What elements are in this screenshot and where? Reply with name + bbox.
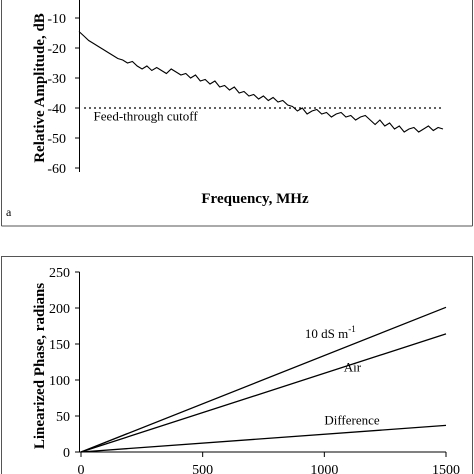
label-air: Air xyxy=(344,359,362,374)
panel-b-y-tick-label: 50 xyxy=(56,410,70,425)
panel-a-y-tick-label: -30 xyxy=(47,72,66,87)
phase-chart: 0 50 100 150 200 250 0 500 1000 1500 10 dS m-1 A… xyxy=(1,256,473,474)
label-10ds: 10 dS m-1 xyxy=(305,324,356,341)
panel-a-y-tick-label: -10 xyxy=(47,12,66,27)
panel-a-y-tick-label: -50 xyxy=(47,132,66,147)
panel-b-x-tick-label: 1500 xyxy=(432,463,460,474)
label-difference: Difference xyxy=(324,413,380,428)
panel-a-letter: a xyxy=(6,205,12,219)
panel-b-y-tick-label: 0 xyxy=(63,446,70,461)
panel-b-y-tick-label: 200 xyxy=(49,302,70,317)
panel-b-y-tick-label: 150 xyxy=(49,338,70,353)
panel-b-y-tick-label: 100 xyxy=(49,374,70,389)
panel-a-y-tick-label: -40 xyxy=(47,102,66,117)
panel-a-x-axis-label: Frequency, MHz xyxy=(201,191,309,207)
panel-a-y-tick-label: -60 xyxy=(47,162,66,177)
panel-b-y-tick-label: 250 xyxy=(49,266,70,281)
panel-b-x-tick-label: 1000 xyxy=(310,463,338,474)
phase-line-10ds xyxy=(80,306,447,453)
panel-b-x-tick-label: 500 xyxy=(192,463,213,474)
amplitude-chart: -10 -20 -30 -40 -50 -60 Feed-through cutoff R… xyxy=(1,0,473,227)
panel-a-y-axis-label: Relative Amplitude, dB xyxy=(32,13,48,163)
amplitude-line xyxy=(78,31,444,133)
panel-b-x-tick-label: 0 xyxy=(78,463,85,474)
feed-through-cutoff-label: Feed-through cutoff xyxy=(94,109,199,124)
phase-line-air xyxy=(80,333,447,453)
phase-line-difference xyxy=(80,424,447,453)
panel-b-y-axis-label: Linearized Phase, radians xyxy=(32,283,48,449)
panel-a-y-tick-label: -20 xyxy=(47,42,66,57)
